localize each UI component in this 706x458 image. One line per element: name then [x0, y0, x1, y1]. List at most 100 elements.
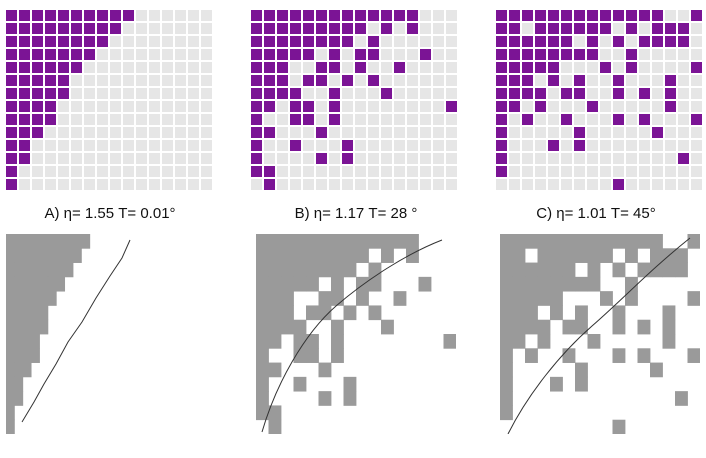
- gray-cell: [281, 276, 294, 292]
- gray-cell: [47, 234, 57, 249]
- gray-cell: [675, 391, 688, 406]
- filled-cell: [303, 23, 314, 34]
- empty-cell: [136, 49, 147, 60]
- filled-cell: [522, 88, 533, 99]
- gray-cell: [318, 362, 332, 378]
- empty-cell: [678, 75, 689, 86]
- empty-cell: [652, 88, 663, 99]
- filled-cell: [368, 49, 379, 60]
- empty-cell: [201, 153, 212, 164]
- filled-cell: [342, 75, 353, 86]
- gray-cell: [356, 248, 369, 263]
- gray-cell: [575, 276, 588, 292]
- gray-cell: [562, 234, 576, 249]
- empty-cell: [188, 114, 199, 125]
- empty-cell: [394, 36, 405, 47]
- empty-cell: [420, 101, 431, 112]
- empty-cell: [277, 166, 288, 177]
- empty-cell: [626, 114, 637, 125]
- empty-cell: [613, 23, 624, 34]
- gray-cell: [500, 319, 513, 335]
- filled-cell: [84, 49, 95, 60]
- filled-cell: [355, 62, 366, 73]
- empty-cell: [342, 166, 353, 177]
- filled-cell: [342, 153, 353, 164]
- gray-cell: [293, 376, 307, 392]
- empty-cell: [433, 101, 444, 112]
- empty-cell: [587, 62, 598, 73]
- empty-cell: [355, 153, 366, 164]
- filled-cell: [587, 23, 598, 34]
- empty-cell: [561, 140, 572, 151]
- empty-cell: [290, 166, 301, 177]
- empty-cell: [97, 49, 108, 60]
- filled-cell: [381, 10, 392, 21]
- filled-cell: [496, 127, 507, 138]
- filled-cell: [522, 10, 533, 21]
- empty-cell: [613, 62, 624, 73]
- filled-cell: [303, 75, 314, 86]
- filled-cell: [678, 36, 689, 47]
- filled-cell: [58, 88, 69, 99]
- empty-cell: [433, 153, 444, 164]
- filled-cell: [290, 10, 301, 21]
- empty-cell: [19, 166, 30, 177]
- empty-cell: [420, 10, 431, 21]
- gray-cell: [687, 348, 700, 363]
- empty-cell: [136, 75, 147, 86]
- filled-cell: [587, 36, 598, 47]
- gray-cell: [675, 248, 688, 263]
- empty-cell: [188, 36, 199, 47]
- empty-cell: [652, 62, 663, 73]
- empty-cell: [535, 140, 546, 151]
- gray-cell: [256, 362, 269, 378]
- empty-cell: [446, 140, 457, 151]
- filled-cell: [97, 36, 108, 47]
- filled-cell: [394, 62, 405, 73]
- gray-cell: [662, 262, 676, 278]
- empty-cell: [678, 10, 689, 21]
- gray-cell: [268, 362, 282, 378]
- empty-cell: [162, 179, 173, 190]
- empty-cell: [561, 153, 572, 164]
- empty-cell: [496, 179, 507, 190]
- filled-cell: [84, 36, 95, 47]
- gray-cell: [293, 248, 307, 263]
- empty-cell: [600, 114, 611, 125]
- empty-cell: [123, 179, 134, 190]
- gray-cell: [637, 262, 651, 278]
- filled-cell: [329, 49, 340, 60]
- filled-cell: [587, 101, 598, 112]
- gray-cell: [256, 291, 269, 306]
- empty-cell: [162, 62, 173, 73]
- gray-cell: [22, 234, 32, 249]
- empty-cell: [652, 153, 663, 164]
- empty-cell: [175, 62, 186, 73]
- empty-cell: [136, 36, 147, 47]
- empty-cell: [188, 49, 199, 60]
- empty-cell: [394, 49, 405, 60]
- gray-cell: [550, 376, 563, 392]
- empty-cell: [123, 23, 134, 34]
- gray-cell: [393, 291, 407, 306]
- filled-cell: [264, 75, 275, 86]
- gray-cell: [22, 362, 32, 378]
- gray-cell: [575, 248, 588, 263]
- empty-cell: [509, 166, 520, 177]
- gray-cell: [256, 262, 269, 278]
- empty-cell: [277, 127, 288, 138]
- gray-cell: [331, 248, 344, 263]
- empty-cell: [149, 166, 160, 177]
- filled-cell: [19, 49, 30, 60]
- empty-cell: [329, 140, 340, 151]
- empty-cell: [381, 114, 392, 125]
- empty-cell: [652, 75, 663, 86]
- filled-cell: [45, 101, 56, 112]
- gray-cell: [662, 334, 676, 349]
- gray-cell: [512, 276, 526, 292]
- empty-cell: [522, 179, 533, 190]
- filled-cell: [45, 23, 56, 34]
- empty-cell: [420, 62, 431, 73]
- gray-cell: [612, 419, 626, 434]
- empty-cell: [201, 127, 212, 138]
